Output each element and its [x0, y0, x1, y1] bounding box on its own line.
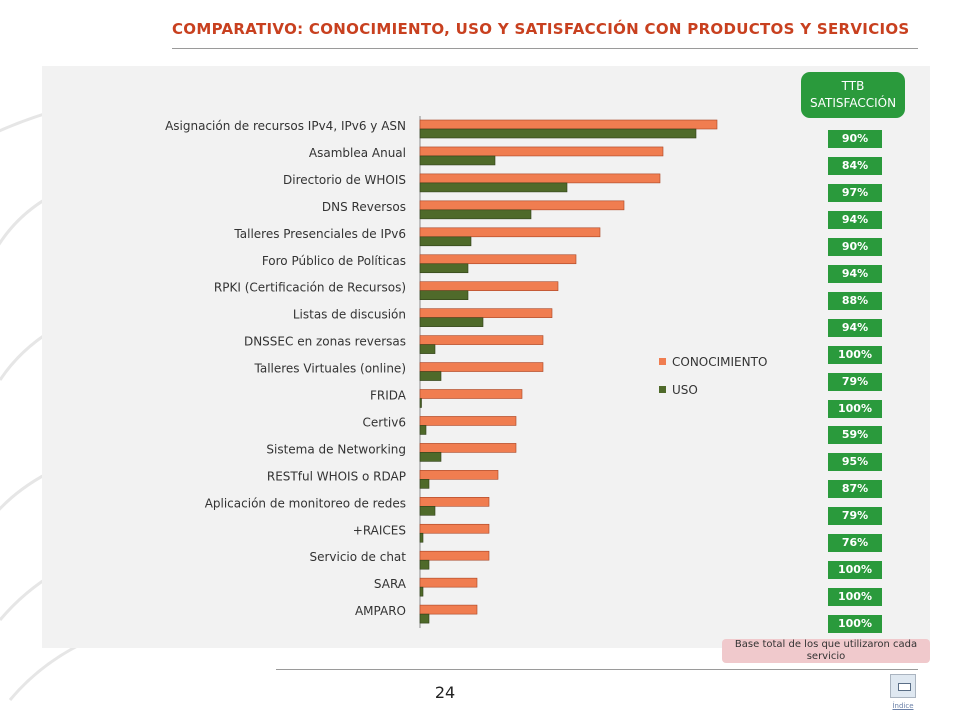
ttb-header-line2: SATISFACCIÓN: [809, 96, 897, 110]
ttb-badge: 94%: [828, 318, 882, 337]
bar-conocimiento: [419, 470, 499, 480]
ttb-badge: 100%: [828, 345, 882, 364]
ttb-badge: 100%: [828, 399, 882, 418]
category-label: Foro Público de Políticas: [262, 254, 406, 268]
ttb-badge: 94%: [828, 210, 882, 229]
index-icon: [890, 674, 916, 698]
bar-conocimiento: [419, 577, 478, 588]
bar-conocimiento: [419, 281, 559, 291]
ttb-badge: 97%: [828, 183, 882, 202]
bar-uso: [419, 317, 484, 327]
ttb-badge: 100%: [828, 588, 882, 607]
category-label: FRIDA: [370, 389, 407, 403]
bar-uso: [419, 344, 436, 354]
ttb-badge: 87%: [828, 480, 882, 499]
bar-conocimiento: [419, 550, 490, 561]
bar-conocimiento: [419, 416, 517, 426]
category-label: RPKI (Certificación de Recursos): [214, 281, 406, 295]
category-label: Asamblea Anual: [309, 146, 406, 160]
ttb-badge: 88%: [828, 291, 882, 310]
bar-conocimiento: [419, 496, 490, 507]
bar-conocimiento: [419, 604, 478, 615]
legend-label: CONOCIMIENTO: [672, 355, 767, 369]
ttb-badge: 100%: [828, 615, 882, 634]
bar-conocimiento: [419, 523, 490, 534]
category-label: RESTful WHOIS o RDAP: [267, 469, 406, 483]
ttb-header-line1: TTB: [841, 79, 865, 93]
bar-uso: [419, 236, 472, 247]
category-label: Asignación de recursos IPv4, IPv6 y ASN: [165, 119, 406, 133]
bar-uso: [419, 559, 430, 570]
bar-uso: [419, 182, 568, 193]
bar-uso: [419, 505, 436, 516]
legend-swatch: [659, 386, 666, 393]
bar-uso: [419, 586, 424, 597]
bar-conocimiento: [419, 362, 544, 372]
title-divider: [172, 48, 918, 49]
page-number: 24: [434, 683, 456, 702]
category-label: Sistema de Networking: [266, 442, 406, 456]
ttb-badge: 59%: [828, 426, 882, 445]
category-label: Servicio de chat: [309, 550, 406, 564]
ttb-badge: 76%: [828, 534, 882, 553]
bar-uso: [419, 479, 430, 489]
ttb-badge: 79%: [828, 507, 882, 526]
legend-label: USO: [672, 383, 698, 397]
category-label: AMPARO: [355, 604, 406, 618]
ttb-badge: 100%: [828, 561, 882, 580]
category-label: Certiv6: [363, 415, 406, 429]
bar-uso: [419, 263, 469, 274]
bar-conocimiento: [419, 173, 661, 184]
category-label: DNS Reversos: [322, 200, 406, 214]
bar-conocimiento: [419, 308, 553, 318]
bar-chart: Asignación de recursos IPv4, IPv6 y ASN A…: [165, 116, 767, 629]
category-label: Listas de discusión: [293, 308, 406, 322]
base-note: Base total de los que utilizaron cada se…: [722, 639, 930, 663]
ttb-badge: 90%: [828, 237, 882, 256]
category-label: Talleres Presenciales de IPv6: [233, 227, 406, 241]
ttb-badge: 94%: [828, 264, 882, 283]
bar-conocimiento: [419, 200, 625, 211]
chart-legend: CONOCIMIENTO USO: [659, 355, 767, 397]
category-label: +RAICES: [353, 523, 406, 537]
bar-conocimiento: [419, 119, 718, 130]
ttb-badge: 79%: [828, 372, 882, 391]
index-link-label[interactable]: Índice: [892, 702, 914, 710]
category-label: Directorio de WHOIS: [283, 173, 406, 187]
bar-uso: [419, 452, 442, 462]
bar-conocimiento: [419, 389, 523, 399]
ttb-badge: 95%: [828, 453, 882, 472]
category-label: SARA: [374, 577, 407, 591]
legend-swatch: [659, 358, 666, 365]
bar-conocimiento: [419, 254, 577, 265]
bar-uso: [419, 398, 422, 408]
bar-uso: [419, 209, 532, 220]
bar-uso: [419, 425, 427, 435]
bar-conocimiento: [419, 335, 544, 345]
category-label: DNSSEC en zonas reversas: [244, 335, 406, 349]
ttb-badge: 90%: [828, 130, 882, 148]
bar-uso: [419, 290, 469, 300]
bar-conocimiento: [419, 227, 601, 238]
category-label: Talleres Virtuales (online): [254, 362, 407, 376]
footer-divider: [276, 669, 918, 670]
bar-uso: [419, 371, 442, 381]
ttb-badge: 84%: [828, 156, 882, 175]
index-button[interactable]: Índice: [888, 672, 918, 712]
bar-uso: [419, 128, 697, 139]
category-label: Aplicación de monitoreo de redes: [205, 496, 406, 510]
chart-panel: Asignación de recursos IPv4, IPv6 y ASN A…: [42, 66, 930, 648]
bar-conocimiento: [419, 146, 664, 157]
bar-uso: [419, 532, 424, 543]
bar-uso: [419, 613, 430, 624]
ttb-satisfaction-header: TTB SATISFACCIÓN: [801, 72, 905, 118]
bar-conocimiento: [419, 443, 517, 453]
bar-uso: [419, 155, 496, 166]
page-title: COMPARATIVO: CONOCIMIENTO, USO Y SATISFA…: [172, 20, 910, 38]
